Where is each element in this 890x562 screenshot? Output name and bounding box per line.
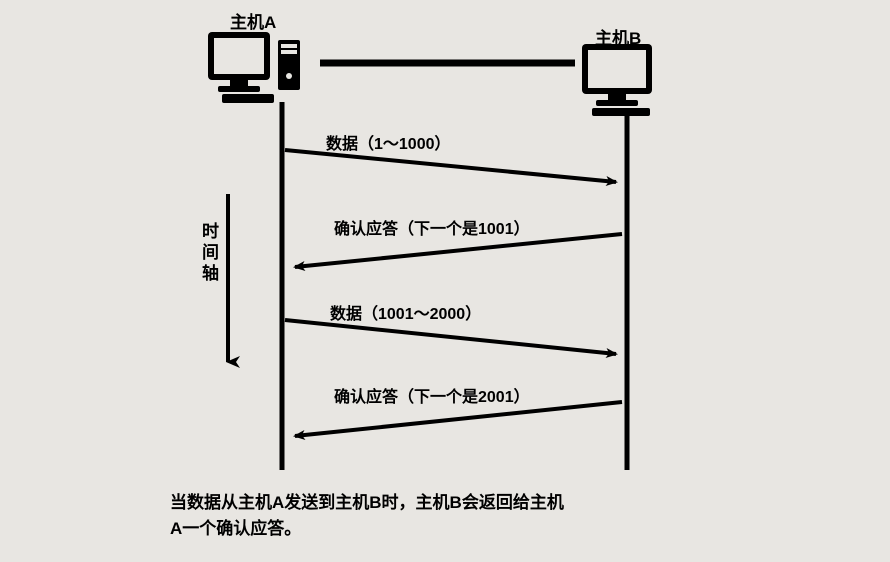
msg-arrow-1 xyxy=(285,150,616,182)
arrows-overlay xyxy=(0,0,890,562)
msg-arrow-2 xyxy=(295,234,622,267)
msg-arrow-3 xyxy=(285,320,616,354)
diagram-canvas: 主机A 主机B xyxy=(0,0,890,562)
msg-arrow-4 xyxy=(295,402,622,436)
